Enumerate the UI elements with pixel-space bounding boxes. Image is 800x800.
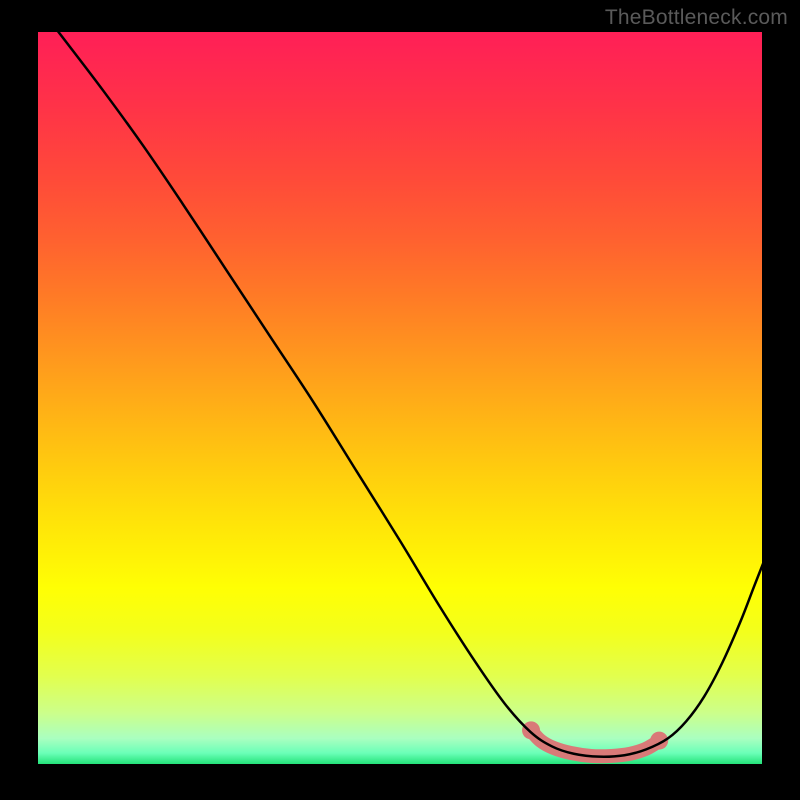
figure-container: TheBottleneck.com xyxy=(0,0,800,800)
plot-area xyxy=(38,32,762,764)
watermark-text: TheBottleneck.com xyxy=(605,6,788,30)
bottleneck-curve xyxy=(38,32,762,764)
